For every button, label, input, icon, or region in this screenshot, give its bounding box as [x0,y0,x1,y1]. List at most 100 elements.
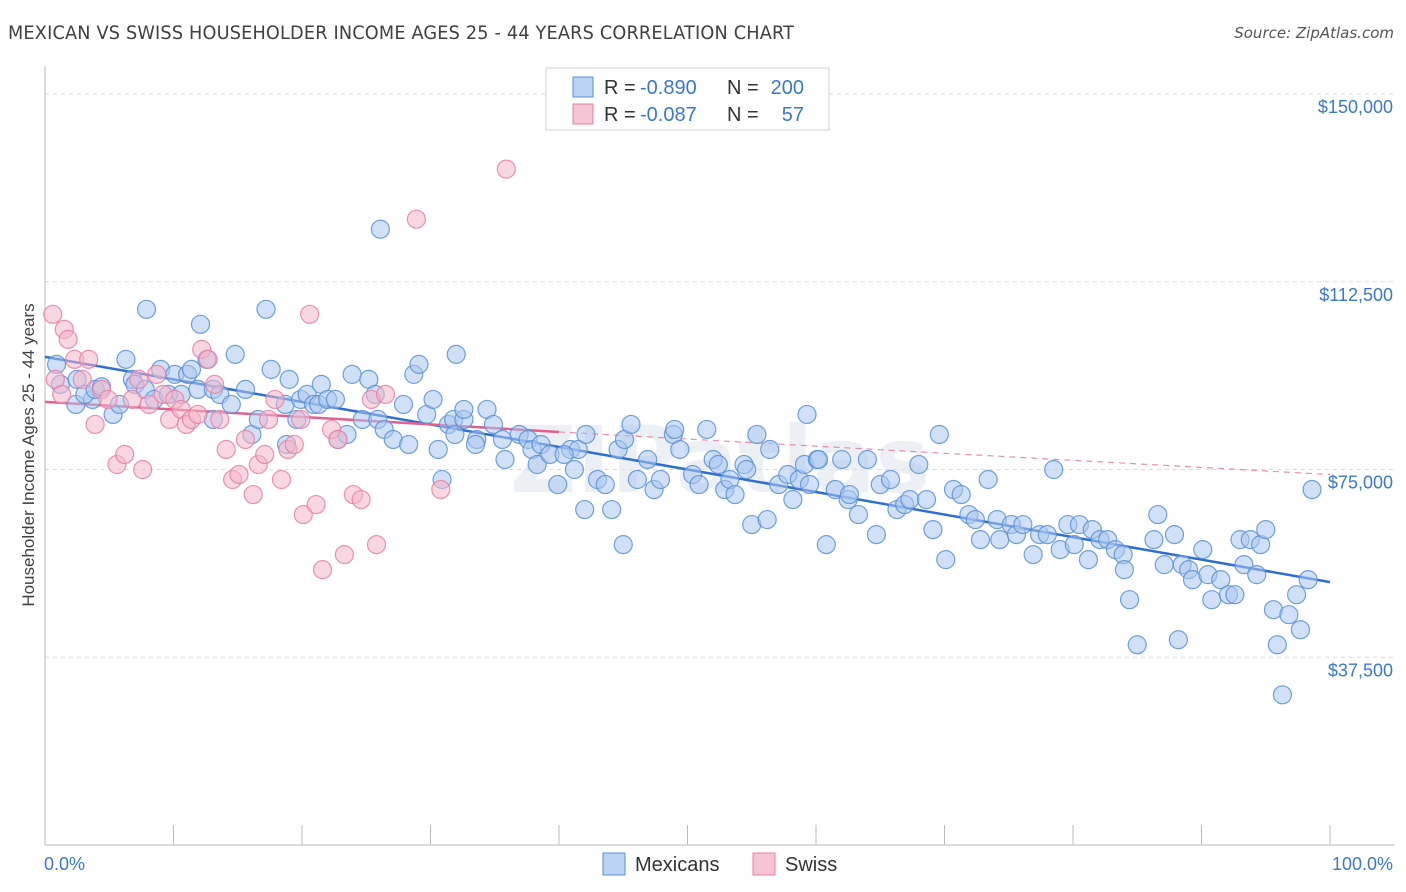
swiss-point [328,429,348,450]
stat-n-label: N = [727,104,759,126]
mexicans-point [190,314,211,334]
mexicans-point [1127,635,1147,655]
mexicans-point [221,394,241,415]
swiss-point [235,429,256,450]
mexicans-point [342,364,362,384]
swiss-point [406,209,426,229]
mexicans-point [697,419,717,440]
swiss-trend-extension [558,431,1331,476]
mexicans-point [325,389,346,410]
mexicans-point [602,499,622,520]
swiss-legend-label[interactable]: Swiss [785,854,837,876]
mexicans-point [495,449,515,470]
series-legend[interactable]: Mexicans Swiss [602,852,837,876]
swiss-point [243,484,263,505]
mexicans-point [1247,565,1267,585]
swiss-legend-swatch[interactable] [752,852,776,876]
mexicans-point [832,449,852,470]
source-label: Source: ZipAtlas.com [1234,24,1394,42]
mexicans-point [857,449,878,470]
swiss-point [496,159,516,179]
mexicans-point [181,359,202,379]
mexicans-point [760,439,780,460]
mexicans-point [116,349,136,369]
stat-n-label: N = [727,77,759,99]
mexicans-point [1211,570,1231,590]
swiss-point [205,374,225,394]
mexicans-point [1286,585,1307,605]
mexicans-point [737,459,757,480]
data-points [43,159,1322,705]
swiss-point [85,414,105,435]
mexicans-point [527,454,547,475]
y-axis-label: Householder Income Ages 25 - 44 years [19,303,38,606]
mexicans-point [670,439,690,460]
mexicans-point [1013,514,1033,535]
swiss-point [122,389,142,410]
mexicans-point [1044,459,1064,480]
swiss-point [58,329,78,349]
stat-r-value: -0.890 [640,77,697,99]
swiss-point [293,504,313,525]
stat-r-label: R = [604,77,636,99]
mexicans-point [1164,524,1185,545]
mexicans-point [747,424,767,445]
stats-legend: R = -0.890 N = 200 R = -0.087 N = 57 [545,67,830,131]
swiss-point [375,384,396,405]
mexicans-point [848,504,869,525]
mexicans-point [1154,555,1174,575]
mexicans-point [564,459,585,480]
swiss-point [210,409,230,430]
mexicans-point [1144,530,1164,550]
swiss-point [72,369,92,389]
mexicans-point [1279,605,1299,625]
swiss-point [79,349,99,369]
mexicans-point [900,489,920,510]
mexicans-point [454,399,474,420]
mexicans-legend-label[interactable]: Mexicans [635,854,719,876]
mexicans-point [923,519,943,540]
y-tick-label: $37,500 [1328,660,1393,680]
swiss-point [312,560,333,580]
mexicans-point [1298,570,1318,590]
mexicans-point [1078,550,1099,570]
axes [44,66,1395,846]
mexicans-point [1256,519,1276,540]
tick-labels: $150,000 $112,500 $75,000 $37,500 0.0% 100.0% [44,97,1393,874]
mexicans-point [799,474,820,495]
mexicans-point [909,454,929,475]
swiss-point [216,439,236,460]
y-tick-label: $75,000 [1328,473,1393,493]
x-tick-label: 0.0% [44,854,85,874]
mexicans-point [1148,504,1168,525]
swiss-point [198,349,218,369]
mexicans-point [399,434,419,455]
mexicans-point [445,424,465,445]
mexicans-point [1193,540,1213,560]
mexicans-point [638,449,658,470]
swiss-point [271,469,292,490]
swiss-point [300,304,320,324]
mexicans-point [880,469,901,490]
mexicans-point [951,484,971,505]
swiss-point [366,535,387,555]
swiss-point [188,404,208,425]
mexicans-point [965,509,985,530]
mexicans-point [1064,535,1084,555]
mexicans-point [816,535,836,555]
mexicans-point [423,389,443,410]
mexicans-point [757,509,777,530]
mexicans-point [1168,630,1188,650]
mexicans-point [1302,479,1322,500]
swiss-point [255,444,275,465]
stat-r-label: R = [604,104,636,126]
mexicans-point [929,424,949,445]
swiss-point [265,389,285,410]
mexicans-point [370,219,390,239]
stat-n-value: 57 [782,104,804,126]
mexicans-point [839,484,860,505]
mexicans-point [1037,524,1057,545]
swiss-point [52,384,72,405]
mexicans-legend-swatch[interactable] [602,852,626,876]
mexicans-point [936,550,956,570]
